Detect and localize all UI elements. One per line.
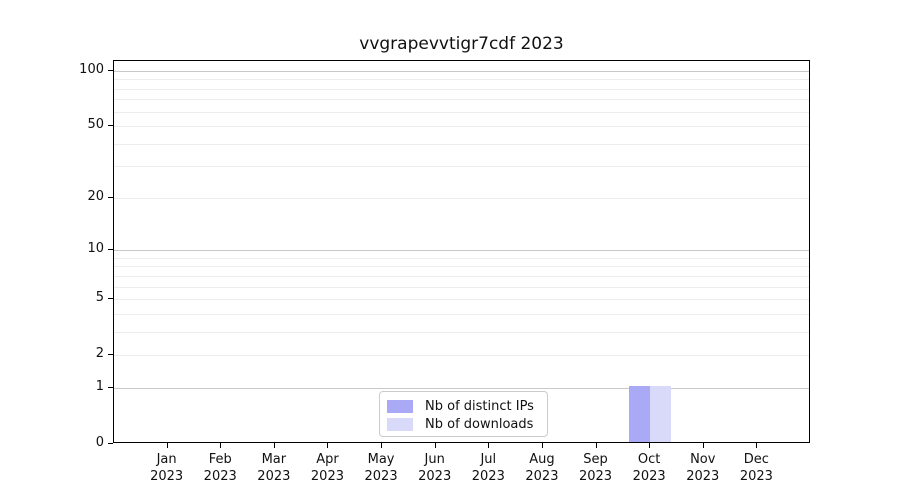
y-tick-mark: [108, 386, 113, 388]
major-gridline: [114, 71, 809, 72]
x-tick-month: Dec: [743, 452, 769, 467]
y-tick-mark: [108, 196, 113, 198]
minor-gridline: [114, 79, 809, 81]
x-tick-year: 2023: [739, 469, 773, 484]
y-tick-mark: [108, 443, 113, 444]
y-tick-mark: [108, 298, 113, 300]
legend-label: Nb of downloads: [425, 416, 534, 432]
y-tick-label: 2: [95, 346, 104, 362]
minor-gridline: [114, 143, 809, 145]
x-tick-month: Jun: [424, 452, 445, 467]
x-tick-month: Sep: [583, 452, 608, 467]
minor-gridline: [114, 197, 809, 199]
y-tick-label: 20: [87, 188, 104, 204]
x-tick-year: 2023: [471, 469, 505, 484]
x-tick-label: Apr 2023: [295, 451, 359, 485]
x-tick-label: Dec 2023: [724, 451, 788, 485]
x-tick-label: Aug 2023: [510, 451, 574, 485]
x-tick-label: May 2023: [349, 451, 413, 485]
x-tick-year: 2023: [632, 469, 666, 484]
x-tick-month: Jan: [156, 452, 177, 467]
y-tick-label: 100: [79, 62, 104, 77]
y-tick-mark: [108, 249, 113, 251]
x-tick-label: Jul 2023: [456, 451, 520, 485]
minor-gridline: [114, 111, 809, 113]
minor-gridline: [114, 88, 809, 90]
minor-gridline: [114, 313, 809, 315]
y-tick-mark: [108, 125, 113, 127]
major-gridline: [114, 387, 809, 389]
minor-gridline: [114, 257, 809, 259]
x-tick-year: 2023: [150, 469, 184, 484]
x-tick-month: Apr: [316, 452, 339, 467]
x-tick-month: Mar: [261, 452, 287, 467]
x-tick-mark: [166, 443, 168, 448]
x-tick-label: Feb 2023: [188, 451, 252, 485]
legend-item: Nb of downloads: [387, 415, 547, 433]
x-tick-mark: [220, 443, 222, 448]
legend-swatch-icon: [387, 417, 413, 431]
x-tick-month: Aug: [529, 452, 555, 467]
x-tick-label: Jan 2023: [135, 451, 199, 485]
minor-gridline: [114, 355, 809, 357]
x-tick-label: Jun 2023: [403, 451, 467, 485]
x-tick-month: Jul: [480, 452, 497, 467]
x-tick-label: Oct 2023: [617, 451, 681, 485]
x-tick-month: Oct: [637, 452, 661, 467]
x-tick-year: 2023: [686, 469, 720, 484]
x-tick-mark: [434, 443, 436, 448]
major-gridline: [114, 250, 809, 252]
minor-gridline: [114, 99, 809, 101]
x-tick-mark: [595, 443, 597, 448]
x-tick-year: 2023: [578, 469, 613, 484]
x-tick-mark: [273, 443, 275, 448]
legend: Nb of distinct IPs Nb of downloads: [379, 391, 548, 437]
y-tick-label: 5: [95, 290, 104, 306]
x-tick-label: Sep 2023: [564, 451, 628, 485]
legend-item: Nb of distinct IPs: [387, 397, 547, 415]
y-tick-mark: [108, 70, 113, 71]
x-tick-mark: [488, 443, 490, 448]
x-tick-year: 2023: [203, 469, 237, 484]
minor-gridline: [114, 299, 809, 301]
minor-gridline: [114, 286, 809, 288]
x-tick-year: 2023: [257, 469, 291, 484]
bar-distinct-ips-oct-2023: [629, 385, 651, 442]
x-tick-mark: [541, 443, 543, 448]
chart-title: vvgrapevvtigr7cdf 2023: [359, 34, 564, 54]
y-tick-mark: [108, 354, 113, 356]
x-tick-mark: [381, 443, 383, 448]
x-tick-mark: [327, 443, 329, 448]
legend-label: Nb of distinct IPs: [425, 398, 534, 414]
minor-gridline: [114, 266, 809, 268]
plot-area: Nb of distinct IPs Nb of downloads: [113, 60, 810, 443]
minor-gridline: [114, 126, 809, 128]
minor-gridline: [114, 331, 809, 333]
y-tick-label: 0: [95, 435, 104, 450]
x-tick-year: 2023: [310, 469, 344, 484]
legend-rows: Nb of distinct IPs Nb of downloads: [387, 397, 547, 433]
x-tick-label: Mar 2023: [242, 451, 306, 485]
minor-gridline: [114, 166, 809, 168]
x-tick-label: Nov 2023: [671, 451, 735, 485]
x-tick-year: 2023: [525, 469, 559, 484]
x-tick-month: May: [367, 452, 395, 467]
y-tick-label: 50: [87, 117, 104, 133]
x-tick-mark: [702, 443, 704, 448]
x-tick-year: 2023: [418, 469, 452, 484]
bar-downloads-oct-2023: [650, 385, 672, 442]
x-tick-month: Feb: [208, 452, 232, 467]
x-tick-mark: [756, 443, 758, 448]
y-tick-label: 1: [95, 378, 104, 394]
legend-swatch-icon: [387, 399, 413, 413]
y-tick-label: 10: [87, 241, 104, 257]
minor-gridline: [114, 275, 809, 277]
x-tick-year: 2023: [364, 469, 398, 484]
x-tick-month: Nov: [690, 452, 716, 467]
x-tick-mark: [649, 443, 651, 448]
